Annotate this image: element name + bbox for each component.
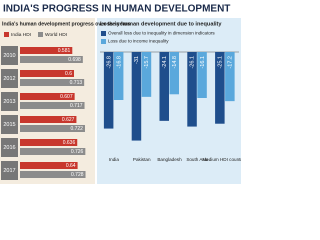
year-box bbox=[1, 161, 18, 180]
value-label: 0.698 bbox=[68, 57, 81, 63]
year-box bbox=[1, 69, 18, 88]
bar bbox=[169, 52, 180, 95]
bar bbox=[20, 47, 73, 54]
main-title: INDIA'S PROGRESS IN HUMAN DEVELOPMENT bbox=[3, 4, 230, 15]
year-box bbox=[1, 92, 18, 111]
value-label: 0.607 bbox=[60, 94, 73, 100]
x-tick-label: India bbox=[109, 157, 119, 162]
bar bbox=[20, 116, 77, 123]
value-label: -14.8 bbox=[172, 56, 178, 69]
legend-label: Overall loss due to inequality in dimens… bbox=[108, 31, 215, 36]
year-label: 2015 bbox=[3, 122, 15, 128]
bar bbox=[20, 79, 85, 86]
bar bbox=[215, 52, 225, 124]
x-tick-label: South Asia bbox=[186, 157, 208, 162]
bar bbox=[197, 52, 207, 98]
bar bbox=[20, 171, 86, 178]
value-label: -17.2 bbox=[228, 56, 234, 69]
x-tick-label: Pakistan bbox=[133, 157, 151, 162]
infographic: INDIA'S PROGRESS IN HUMAN DEVELOPMENT In… bbox=[0, 0, 249, 184]
year-label: 2010 bbox=[3, 53, 15, 59]
bar bbox=[131, 52, 142, 141]
bar bbox=[20, 70, 74, 77]
x-tick-label: Bangladesh bbox=[157, 157, 182, 162]
bar bbox=[20, 148, 86, 155]
left-title: India's human development progress over … bbox=[2, 21, 130, 27]
value-label: -24.1 bbox=[162, 56, 168, 69]
year-label: 2013 bbox=[3, 99, 15, 105]
bar bbox=[103, 52, 114, 129]
value-label: 0.636 bbox=[63, 140, 76, 146]
legend-label: India HDI bbox=[11, 32, 31, 38]
x-tick-label: Medium HDI countries bbox=[202, 157, 241, 162]
bar bbox=[113, 52, 124, 100]
bar bbox=[20, 102, 85, 109]
value-label: 0.726 bbox=[71, 149, 84, 155]
bar bbox=[20, 125, 85, 132]
bar bbox=[141, 52, 152, 97]
value-label: -15.7 bbox=[144, 56, 150, 69]
legend-swatch bbox=[101, 31, 106, 36]
value-label: 0.581 bbox=[58, 48, 71, 54]
value-label: 0.728 bbox=[71, 172, 84, 178]
value-label: -26.1 bbox=[190, 56, 196, 69]
bar bbox=[20, 56, 83, 63]
value-label: 0.64 bbox=[66, 163, 76, 169]
value-label: -31 bbox=[134, 56, 140, 64]
year-box bbox=[1, 138, 18, 157]
bar bbox=[20, 139, 78, 146]
legend-swatch bbox=[38, 32, 43, 37]
value-label: -25.1 bbox=[218, 56, 224, 69]
bar bbox=[159, 52, 169, 121]
legend-swatch bbox=[101, 39, 106, 44]
value-label: 0.627 bbox=[62, 117, 75, 123]
value-label: 0.713 bbox=[70, 80, 83, 86]
bar bbox=[225, 52, 235, 102]
legend-label: Loss due to income inequality bbox=[108, 39, 169, 44]
value-label: 0.6 bbox=[65, 71, 72, 77]
header-bg bbox=[0, 0, 241, 18]
year-label: 2017 bbox=[3, 168, 15, 174]
value-label: -16.8 bbox=[116, 56, 122, 69]
value-label: 0.717 bbox=[70, 103, 83, 109]
bar bbox=[187, 52, 197, 127]
legend-swatch bbox=[4, 32, 9, 37]
year-box bbox=[1, 46, 18, 65]
bar bbox=[20, 93, 75, 100]
value-label: -16.1 bbox=[200, 56, 206, 69]
bar bbox=[20, 162, 78, 169]
year-box bbox=[1, 115, 18, 134]
legend-label: World HDI bbox=[45, 32, 67, 38]
year-label: 2012 bbox=[3, 76, 15, 82]
right-title: Loss in human development due to inequal… bbox=[100, 21, 222, 27]
value-label: 0.722 bbox=[70, 126, 83, 132]
value-label: -26.8 bbox=[106, 56, 112, 69]
year-label: 2016 bbox=[3, 145, 15, 151]
